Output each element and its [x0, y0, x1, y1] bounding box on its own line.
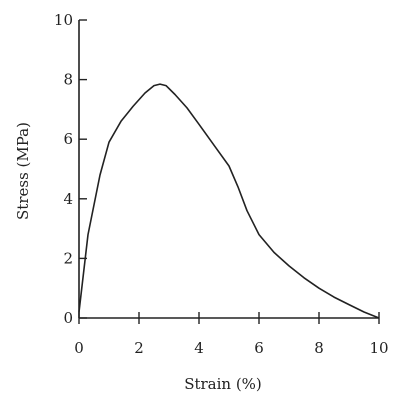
- x-tick-label: 8: [314, 339, 324, 357]
- x-tick-label: 2: [134, 339, 144, 357]
- y-tick-label: 10: [54, 11, 73, 29]
- axes: [78, 20, 379, 319]
- y-tick-label: 8: [63, 71, 73, 89]
- x-tick-label: 6: [254, 339, 264, 357]
- x-tick-label: 0: [74, 339, 84, 357]
- y-tick-label: 2: [63, 249, 73, 267]
- x-tick-label: 4: [194, 339, 204, 357]
- y-tick-label: 0: [63, 309, 73, 327]
- y-tick-label: 6: [63, 130, 73, 148]
- y-axis-title: Stress (MPa): [14, 122, 32, 220]
- series-line: [78, 83, 380, 319]
- x-tick-label: 10: [369, 339, 388, 357]
- y-tick-label: 4: [63, 190, 73, 208]
- x-ticks: 0 2 4 6 8 10: [74, 312, 389, 357]
- x-axis-title: Strain (%): [184, 375, 262, 393]
